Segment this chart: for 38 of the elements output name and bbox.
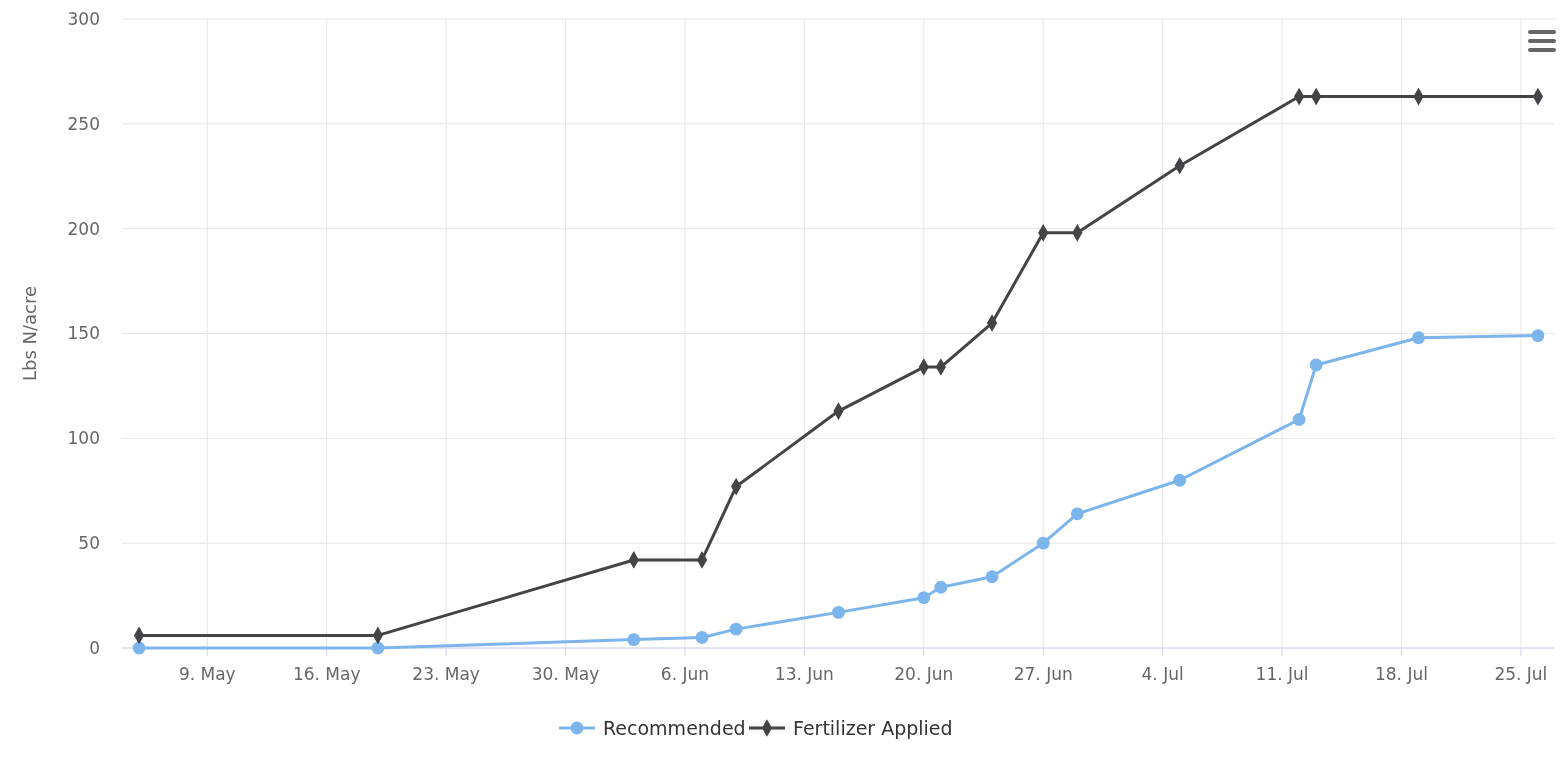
y-tick-label: 100 [67,428,100,449]
point [695,631,709,644]
y-axis-title: Lbs N/acre [19,285,40,382]
point [729,622,743,636]
y-tick-label: 50 [78,533,100,554]
point [832,605,845,619]
point [132,641,146,655]
y-tick-label: 300 [67,8,100,29]
point [627,633,641,647]
x-tick-label: 23. May [412,664,480,684]
point [1412,331,1425,345]
point [1309,358,1323,372]
point [1292,413,1306,426]
x-tick-label: 18. Jul [1374,664,1428,684]
x-tick-label: 25. Jul [1494,664,1548,684]
x-tick-label: 6. Jun [660,664,710,684]
y-tick-label: 0 [89,637,100,658]
point [1173,473,1187,487]
y-tick-label: 150 [67,323,100,344]
x-tick-label: 13. Jun [774,664,834,684]
point [1531,329,1545,343]
point [1036,536,1050,550]
x-tick-label: 20. Jun [894,664,954,684]
x-tick-label: 11. Jul [1255,664,1309,684]
x-tick-label: 16. May [292,664,361,684]
point [1070,507,1084,521]
point [985,570,999,584]
legend-label: Recommended [603,716,746,739]
point [371,641,385,655]
y-tick-label: 250 [67,113,100,134]
x-tick-label: 4. Jul [1141,664,1184,684]
legend-label: Fertilizer Applied [793,716,953,739]
x-tick-label: 9. May [178,664,236,684]
y-tick-label: 200 [67,218,100,239]
x-tick-label: 27. Jun [1013,664,1073,684]
point [934,580,948,594]
point [917,591,931,605]
x-tick-label: 30. May [531,664,600,684]
